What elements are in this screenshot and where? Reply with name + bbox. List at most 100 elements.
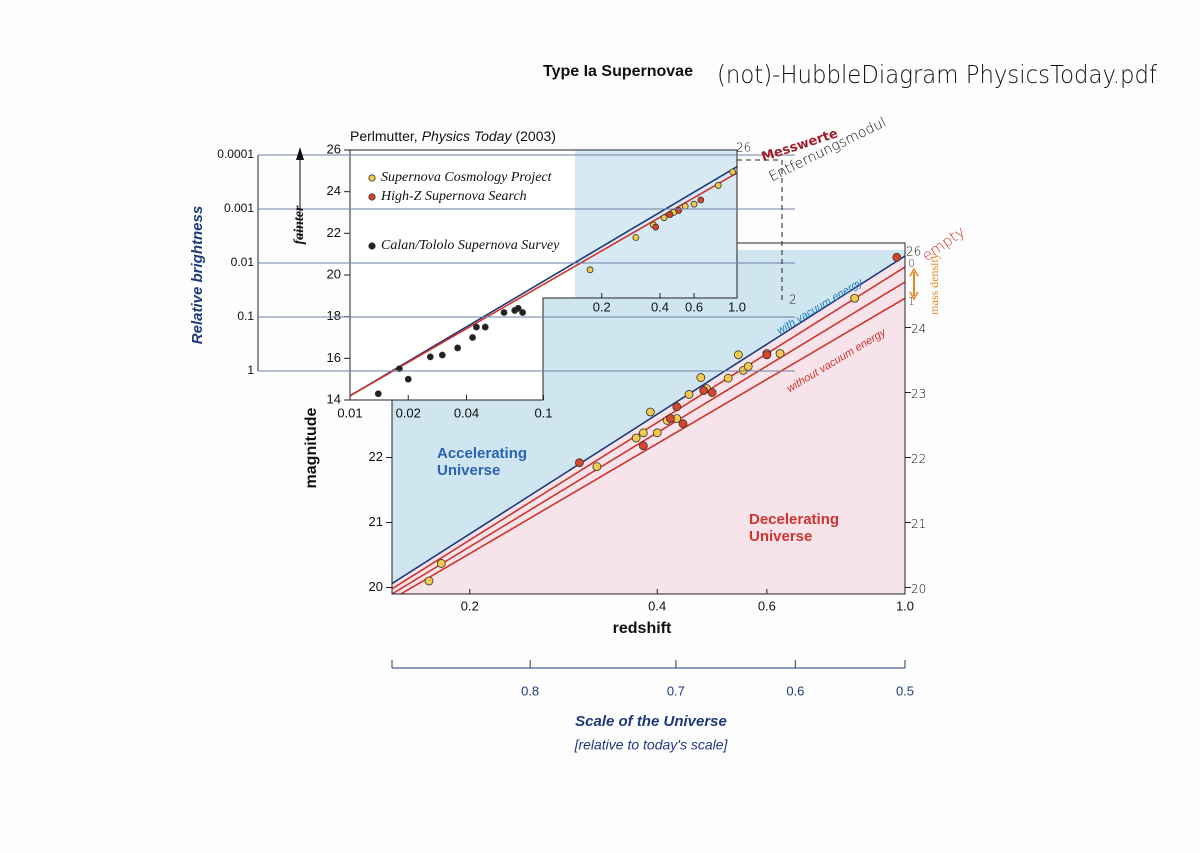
brightness-axis-title: Relative brightness (189, 206, 206, 344)
x-tick-label: 0.4 (648, 598, 666, 613)
scale-tick-label: 0.6 (786, 683, 804, 698)
model-line (392, 281, 905, 594)
annotation: Universe (749, 528, 812, 545)
annotation: Decelerating (749, 511, 839, 528)
scale-tick-label: 0.8 (521, 683, 539, 698)
legend-label: High-Z Supernova Search (380, 189, 527, 204)
data-point (436, 559, 446, 568)
data-point (729, 168, 737, 176)
page-title: Type Ia Supernovae (543, 63, 693, 80)
data-point (684, 390, 694, 399)
y-tick-label: 18 (327, 308, 341, 323)
legend-marker (368, 174, 376, 182)
legend-label: Supernova Cosmology Project (381, 170, 553, 185)
x-tick-label: 0.02 (396, 405, 421, 420)
inset-plot (350, 165, 737, 398)
data-point (696, 373, 706, 382)
decelerating-region (392, 256, 905, 594)
y2-tick-label: 23 (911, 387, 926, 401)
data-point (714, 182, 722, 189)
model-line (392, 266, 905, 590)
legend-label: Calan/Tololo Supernova Survey (381, 238, 560, 253)
x-tick-label: 0.6 (685, 299, 703, 314)
y-axis-title: magnitude (303, 407, 320, 488)
y-tick-label: 22 (369, 449, 383, 464)
source-part: Perlmutter, (350, 128, 418, 144)
data-point (743, 362, 753, 371)
brightness-tick-label: 0.001 (224, 201, 254, 215)
data-point (892, 252, 902, 262)
data-point (733, 350, 743, 360)
model-line (350, 165, 737, 397)
fainter-arrow-head (296, 147, 304, 160)
data-point (675, 207, 683, 214)
data-point (575, 458, 584, 468)
data-point (723, 373, 733, 383)
data-point (660, 214, 668, 222)
data-point (681, 202, 689, 210)
data-point (850, 293, 860, 303)
data-point (697, 196, 705, 204)
y-tick-label: 24 (327, 183, 341, 198)
y-tick-label: 16 (327, 350, 341, 365)
data-point (519, 309, 527, 316)
y-tick-label: 20 (327, 266, 341, 281)
scale-tick-label: 0.7 (667, 683, 685, 698)
source-part: Physics Today (422, 128, 513, 144)
data-point (404, 375, 412, 383)
x-tick-label: 0.2 (593, 299, 611, 314)
data-point (632, 234, 640, 241)
model-line (392, 255, 905, 585)
data-point (424, 576, 434, 586)
dashed-guide (737, 159, 783, 300)
scale-axis-subtitle: [relative to today's scale] (574, 737, 729, 753)
y-tick-label: 20 (369, 579, 383, 594)
data-point (481, 323, 489, 331)
data-point (631, 433, 641, 443)
x-tick-label: 1.0 (728, 299, 746, 314)
y2-tick-label: 21 (911, 517, 926, 531)
annotation: Universe (437, 462, 500, 479)
data-point (586, 266, 594, 274)
data-point (469, 334, 476, 341)
data-point (666, 211, 674, 218)
data-point (395, 365, 403, 373)
legend-marker (368, 193, 376, 201)
y-tick-label: 21 (369, 514, 383, 529)
note: 1 (908, 295, 915, 308)
legend-marker (368, 242, 376, 250)
data-point (762, 350, 772, 360)
data-point (514, 304, 522, 312)
data-point (472, 323, 480, 331)
y-tick-label: 14 (327, 391, 341, 406)
data-point (638, 441, 648, 451)
x-tick-label: 0.1 (534, 405, 552, 420)
data-point (652, 428, 662, 438)
data-point (652, 223, 660, 231)
data-point (500, 309, 508, 316)
brightness-tick-label: 1 (247, 363, 254, 377)
data-point (699, 386, 709, 395)
x-tick-label: 0.4 (651, 299, 669, 314)
handwritten-title: (not)-HubbleDiagram PhysicsToday.pdf (717, 60, 1157, 89)
inset-chart: 14 16 18 20 22 24 26 0.01 0.02 0.04 0.1 0.2 0.4 0.6 1.… (189, 128, 795, 420)
data-point (645, 407, 655, 417)
model-line (399, 297, 905, 594)
note: 0 (908, 257, 915, 270)
data-point (374, 390, 382, 398)
density-arrow-heads (909, 267, 919, 301)
data-point (690, 200, 698, 208)
data-point (666, 414, 675, 423)
y-tick-label: 22 (327, 225, 341, 240)
brightness-tick-label: 0.0001 (217, 147, 254, 161)
data-point (438, 351, 446, 359)
data-point (707, 388, 717, 397)
scale-axis-title: Scale of the Universe (575, 713, 727, 730)
data-point (672, 402, 682, 412)
y2-tick-label: 24 (911, 322, 926, 336)
y2-tick-label: 22 (911, 452, 926, 466)
note: 26 (906, 245, 921, 259)
x-tick-label: 0.6 (758, 598, 776, 613)
data-point (592, 462, 602, 472)
